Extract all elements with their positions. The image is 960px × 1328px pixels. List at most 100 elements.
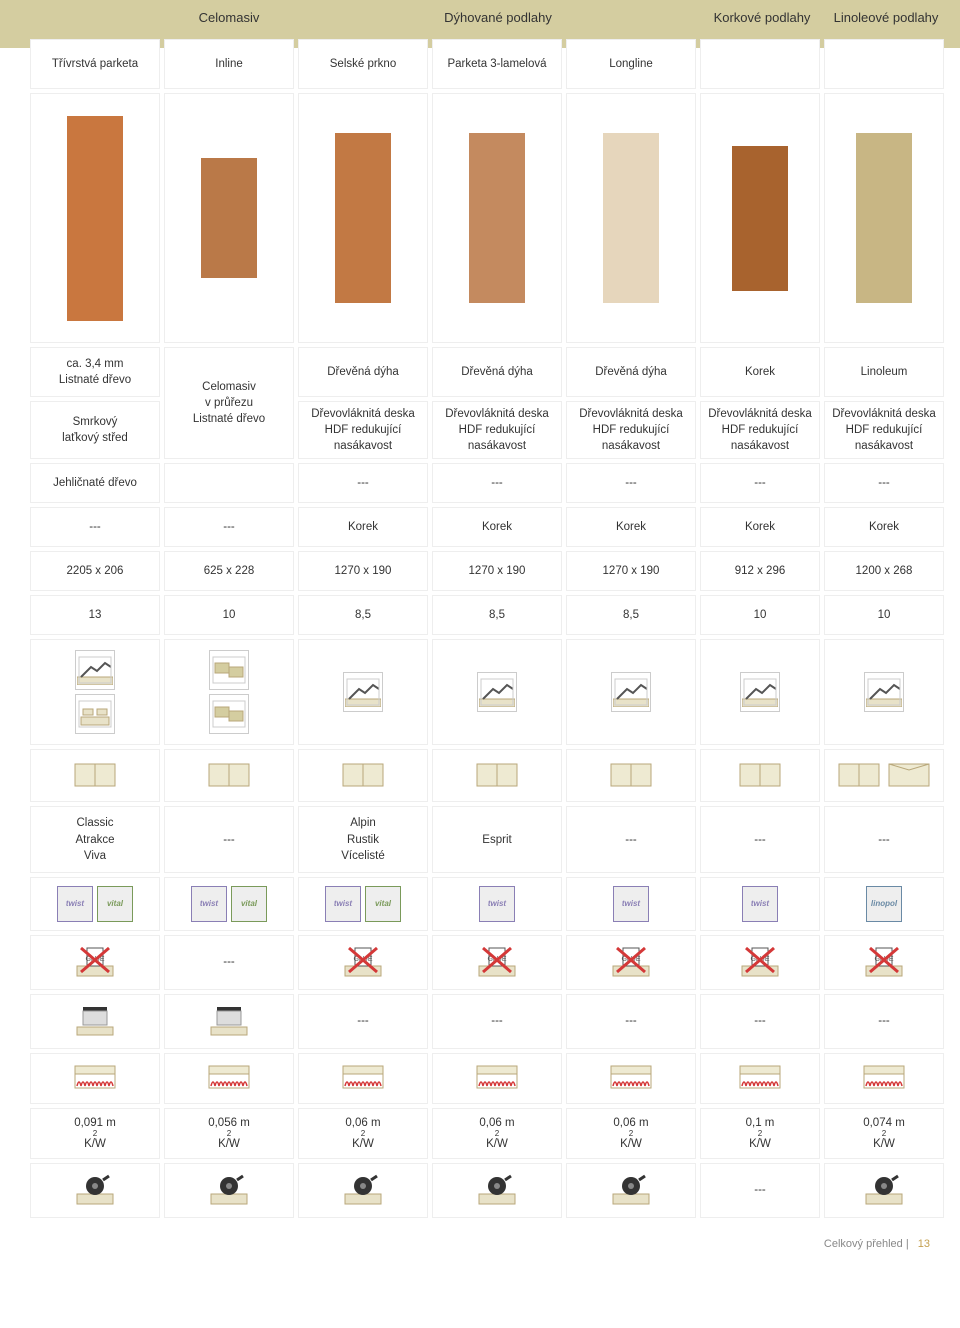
collection-2: AlpinRustikVícelisté [298, 806, 428, 872]
conifer-4: --- [566, 463, 696, 503]
header-celomasiv: Celomasiv [164, 0, 294, 35]
heat-0 [30, 1053, 160, 1104]
subhead-4: Longline [566, 39, 696, 89]
kw-2: 0,06 m2 K/W [298, 1108, 428, 1159]
curtain-3: --- [432, 994, 562, 1049]
glue-2: GLUE [298, 935, 428, 990]
curtain-icon [75, 1003, 115, 1040]
kw-6: 0,074 m2 K/W [824, 1108, 944, 1159]
wheel-3 [432, 1163, 562, 1218]
header-lino: Linoleové podlahy [826, 0, 946, 35]
toplayer-6: Linoleum [824, 347, 944, 397]
heat-2 [298, 1053, 428, 1104]
collection-3: Esprit [432, 806, 562, 872]
swatch-cell [432, 93, 562, 343]
toplayer-0: ca. 3,4 mmListnaté dřevo [30, 347, 160, 397]
footer-label: Celkový přehled [824, 1238, 903, 1250]
plank-0 [30, 749, 160, 802]
plank-icon [73, 758, 117, 793]
plank-icon [207, 758, 251, 793]
badges-3: twist [432, 877, 562, 931]
install-icon [75, 694, 115, 734]
install-icon [209, 650, 249, 690]
thick-3: 8,5 [432, 595, 562, 635]
plank-icon [887, 758, 931, 793]
heat-5 [700, 1053, 820, 1104]
dims-5: 912 x 296 [700, 551, 820, 591]
thick-1: 10 [164, 595, 294, 635]
plank-3 [432, 749, 562, 802]
toplayer-4: Dřevěná dýha [566, 347, 696, 397]
plank-icon [738, 758, 782, 793]
subhead-0: Třívrstvá parketa [30, 39, 160, 89]
midlayer-2: Dřevovláknitá deskaHDF redukujícínasákav… [298, 401, 428, 459]
toplayer-5: Korek [700, 347, 820, 397]
footer-page-number: 13 [918, 1238, 930, 1250]
castor-wheel-icon [477, 1172, 517, 1209]
subhead-3: Parketa 3-lamelová [432, 39, 562, 89]
wood-swatch [732, 146, 788, 291]
collection-6: --- [824, 806, 944, 872]
glue-1: --- [164, 935, 294, 990]
castor-wheel-icon [75, 1172, 115, 1209]
curtain-4: --- [566, 994, 696, 1049]
install-icon [477, 672, 517, 712]
plank-icon [341, 758, 385, 793]
swatch-cell [164, 93, 294, 343]
swatch-cell [30, 93, 160, 343]
conifer-1 [164, 463, 294, 503]
install-icon [611, 672, 651, 712]
plank-6 [824, 749, 944, 802]
thick-0: 13 [30, 595, 160, 635]
castor-wheel-icon [209, 1172, 249, 1209]
wood-swatch [67, 116, 123, 321]
thick-5: 10 [700, 595, 820, 635]
kw-3: 0,06 m2 K/W [432, 1108, 562, 1159]
midlayer-5: Dřevovláknitá deskaHDF redukujícínasákav… [700, 401, 820, 459]
glue-5: GLUE [700, 935, 820, 990]
install-icon [864, 672, 904, 712]
glue-3: GLUE [432, 935, 562, 990]
wheel-2 [298, 1163, 428, 1218]
collection-0: ClassicAtrakceViva [30, 806, 160, 872]
wheel-5: --- [700, 1163, 820, 1218]
curtain-0 [30, 994, 160, 1049]
kw-5: 0,1 m2 K/W [700, 1108, 820, 1159]
install-2 [298, 639, 428, 745]
badges-5: twist [700, 877, 820, 931]
toplayer-1: Celomasivv průřezuListnaté dřevo [164, 347, 294, 459]
plank-2 [298, 749, 428, 802]
header-cork: Korkové podlahy [702, 0, 822, 35]
noglue-icon: GLUE [611, 944, 651, 981]
heat-6 [824, 1053, 944, 1104]
install-icon [343, 672, 383, 712]
thick-2: 8,5 [298, 595, 428, 635]
thick-6: 10 [824, 595, 944, 635]
collection-1: --- [164, 806, 294, 872]
curtain-5: --- [700, 994, 820, 1049]
wood-swatch [603, 133, 659, 303]
kw-0: 0,091 m2 K/W [30, 1108, 160, 1159]
dims-1: 625 x 228 [164, 551, 294, 591]
install-icon [75, 650, 115, 690]
dims-6: 1200 x 268 [824, 551, 944, 591]
midlayer-6: Dřevovláknitá deskaHDF redukujícínasákav… [824, 401, 944, 459]
glue-4: GLUE [566, 935, 696, 990]
category-header-row: Celomasiv Dýhované podlahy Korkové podla… [30, 0, 930, 35]
kw-4: 0,06 m2 K/W [566, 1108, 696, 1159]
curtain-2: --- [298, 994, 428, 1049]
comparison-grid: Třívrstvá parketa Inline Selské prkno Pa… [30, 39, 930, 1218]
korek-4: Korek [566, 507, 696, 547]
underfloor-heat-icon [862, 1062, 906, 1095]
glue-6: GLUE [824, 935, 944, 990]
page-footer: Celkový přehled | 13 [0, 1218, 960, 1260]
noglue-icon: GLUE [477, 944, 517, 981]
collection-5: --- [700, 806, 820, 872]
header-spacer [30, 0, 160, 35]
install-4 [566, 639, 696, 745]
wood-swatch [856, 133, 912, 303]
conifer-3: --- [432, 463, 562, 503]
midlayer-4: Dřevovláknitá deskaHDF redukujícínasákav… [566, 401, 696, 459]
midlayer-0: Smrkovýlaťkový střed [30, 401, 160, 459]
header-veneer: Dýhované podlahy [298, 0, 698, 35]
